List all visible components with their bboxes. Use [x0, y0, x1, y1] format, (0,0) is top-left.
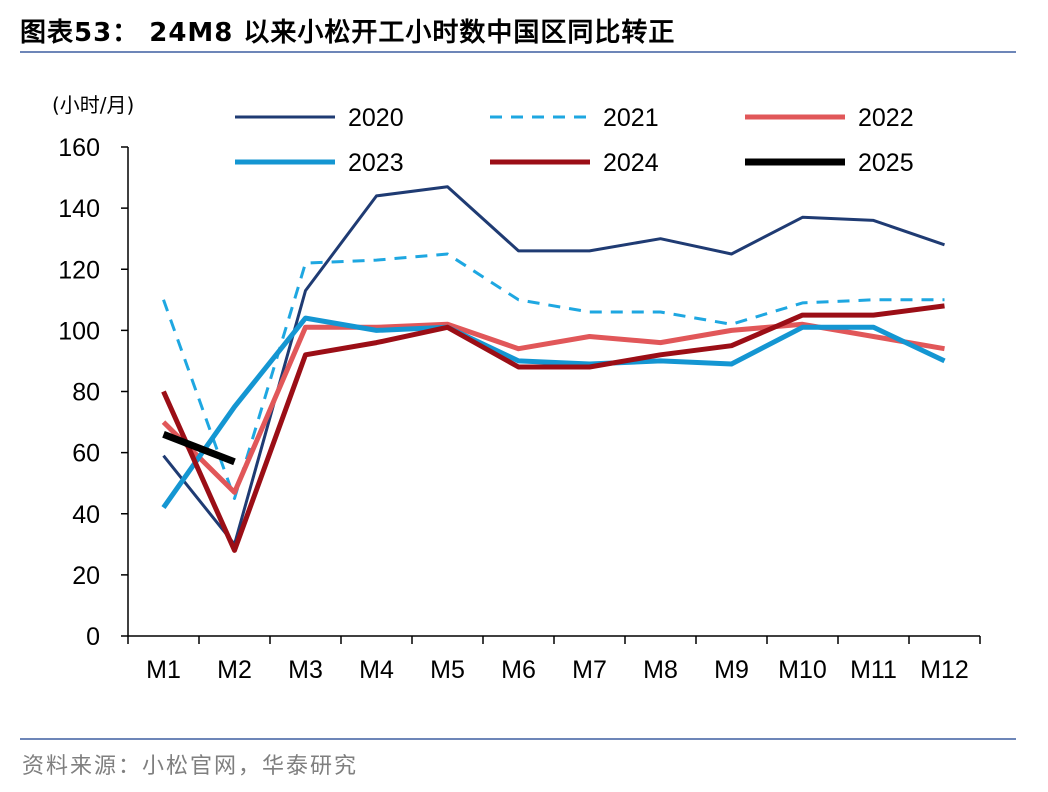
x-tick-label: M12: [920, 656, 969, 684]
x-tick-label: M2: [217, 656, 252, 684]
source-divider: [20, 738, 1016, 740]
series-line-2024: [161, 303, 945, 553]
chart-series-lines: [161, 185, 946, 553]
x-tick-label: M11: [850, 656, 897, 684]
legend-label-2022: 2022: [858, 104, 914, 132]
y-tick-label: 80: [72, 379, 100, 407]
x-tick-label: M9: [714, 656, 749, 684]
legend-label-2021: 2021: [603, 104, 659, 132]
legend-label-2024: 2024: [603, 149, 659, 177]
y-tick-label: 160: [58, 134, 100, 162]
x-tick-label: M1: [146, 656, 181, 684]
chart-axes: 0 20 40 60 80 100 120 140 160 (小时/月) M1 M2 M3 M4 M5 M6 M…: [52, 93, 981, 684]
x-tick-label: M4: [359, 656, 394, 684]
y-tick-label: 140: [58, 195, 100, 223]
series-line-2025: [162, 431, 236, 466]
y-tick-label: 40: [72, 501, 100, 529]
source-note: 资料来源：小松官网，华泰研究: [22, 754, 359, 779]
series-line-2021: [162, 252, 945, 500]
legend-label-2023: 2023: [348, 149, 404, 177]
x-tick-label: M10: [778, 656, 827, 684]
y-tick-label: 100: [58, 317, 100, 345]
chart-legend: 2020 2021 2022 2023 2024 2025: [235, 104, 914, 177]
y-tick-label: 20: [72, 562, 100, 590]
series-line-2023: [161, 315, 946, 510]
y-tick-label: 0: [86, 623, 100, 651]
y-axis-unit-label: (小时/月): [52, 93, 134, 117]
y-tick-label: 120: [58, 256, 100, 284]
x-tick-label: M6: [501, 656, 536, 684]
chart-title: 图表53： 24M8 以来小松开工小时数中国区同比转正: [20, 18, 676, 48]
x-tick-label: M7: [572, 656, 607, 684]
y-tick-label: 60: [72, 440, 100, 468]
x-tick-label: M3: [288, 656, 323, 684]
x-tick-label: M5: [430, 656, 465, 684]
title-divider: [20, 51, 1016, 53]
legend-label-2020: 2020: [348, 104, 404, 132]
x-tick-label: M8: [643, 656, 678, 684]
legend-label-2025: 2025: [858, 149, 914, 177]
